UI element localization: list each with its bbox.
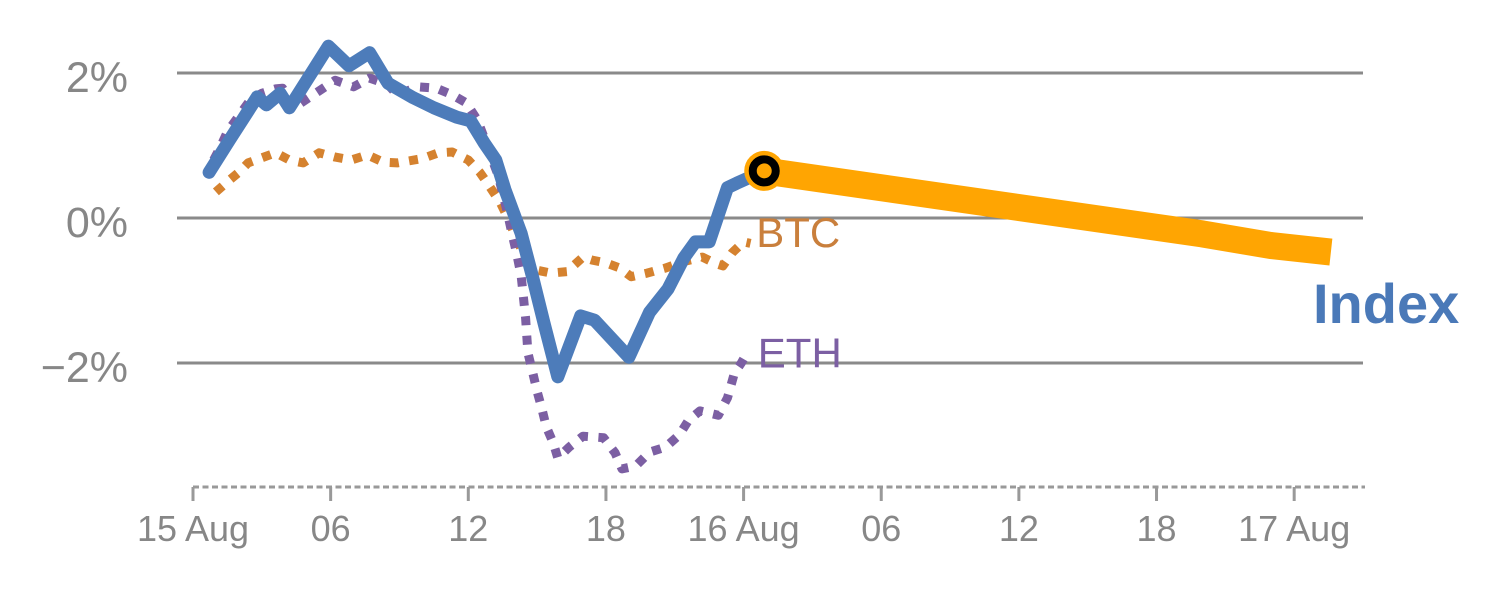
- x-tick-label-17-aug: 17 Aug: [1238, 508, 1350, 549]
- x-tick-label-18: 18: [1137, 508, 1177, 549]
- x-tick-label-12: 12: [448, 508, 488, 549]
- x-tick-label-18: 18: [586, 508, 626, 549]
- y-axis-label-0pct: 0%: [66, 199, 128, 247]
- series-label-btc: BTC: [756, 209, 840, 256]
- x-tick-label-06: 06: [861, 508, 901, 549]
- index-forecast-band: [762, 157, 1333, 266]
- y-axis-label-2pct: 2%: [66, 54, 128, 102]
- forecast-start-marker-ring: [748, 155, 780, 187]
- x-tick-label-16-aug: 16 Aug: [688, 508, 800, 549]
- eth-line: [209, 73, 750, 474]
- btc-line: [212, 147, 752, 282]
- series-label-index: Index: [1313, 272, 1459, 335]
- x-tick-label-06: 06: [311, 508, 351, 549]
- series-label-eth: ETH: [758, 329, 842, 376]
- x-tick-label-12: 12: [999, 508, 1039, 549]
- x-tick-label-15-aug: 15 Aug: [137, 508, 249, 549]
- y-axis-label--2pct: −2%: [41, 344, 128, 392]
- index-line: [202, 39, 771, 384]
